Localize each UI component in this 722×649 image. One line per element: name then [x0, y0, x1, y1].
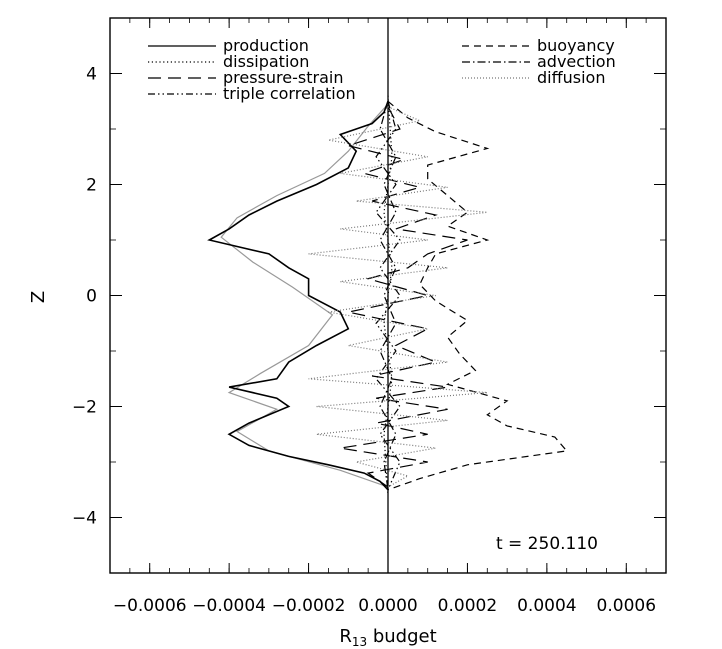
y-tick-labels: −4 −2 0 2 4 [72, 65, 97, 529]
x-tick-label: 0.0000 [358, 596, 417, 616]
x-tick-label: −0.0004 [192, 596, 266, 616]
x-tick-label: 0.0006 [597, 596, 656, 616]
x-axis-label: R13 budget [339, 626, 436, 649]
legend-label-production: production [223, 36, 309, 55]
x-axis-label-main: R [339, 626, 352, 647]
x-tick-label: 0.0002 [438, 596, 497, 616]
series-shadow-line [220, 103, 389, 488]
x-tick-label: −0.0002 [272, 596, 346, 616]
y-tick-label: 0 [86, 287, 97, 307]
y-tick-label: −4 [72, 509, 97, 529]
y-axis-label: Z [28, 291, 49, 303]
axis-ticks [109, 17, 667, 574]
series-dissipation [383, 95, 393, 496]
y-tick-label: 2 [86, 176, 97, 196]
x-axis-label-subscript: 13 [352, 635, 367, 649]
series-diffusion [308, 106, 488, 488]
series-triple-correlation [375, 101, 401, 491]
time-annotation: t = 250.110 [496, 534, 598, 554]
series-lines [207, 95, 568, 496]
series-buoyancy [387, 100, 568, 491]
x-tick-labels: −0.0006 −0.0004 −0.0002 0.0000 0.0002 0.0004 0… [113, 596, 656, 616]
legend-label-buoyancy: buoyancy [537, 36, 615, 55]
legend-label-pressure-strain: pressure-strain [223, 68, 343, 87]
legend: productiondissipationpressure-straintrip… [148, 36, 616, 103]
y-tick-label: −2 [72, 398, 97, 418]
x-tick-label: −0.0006 [113, 596, 187, 616]
series-pressure-strain [340, 106, 468, 488]
x-axis-label-suffix: budget [367, 626, 437, 647]
series-production [207, 101, 389, 491]
y-tick-label: 4 [86, 65, 97, 85]
x-tick-label: 0.0004 [517, 596, 576, 616]
series-advection [379, 101, 397, 490]
legend-label-dissipation: dissipation [223, 52, 309, 71]
legend-label-diffusion: diffusion [537, 68, 605, 87]
legend-label-advection: advection [537, 52, 616, 71]
legend-label-triple-correlation: triple correlation [223, 84, 356, 103]
